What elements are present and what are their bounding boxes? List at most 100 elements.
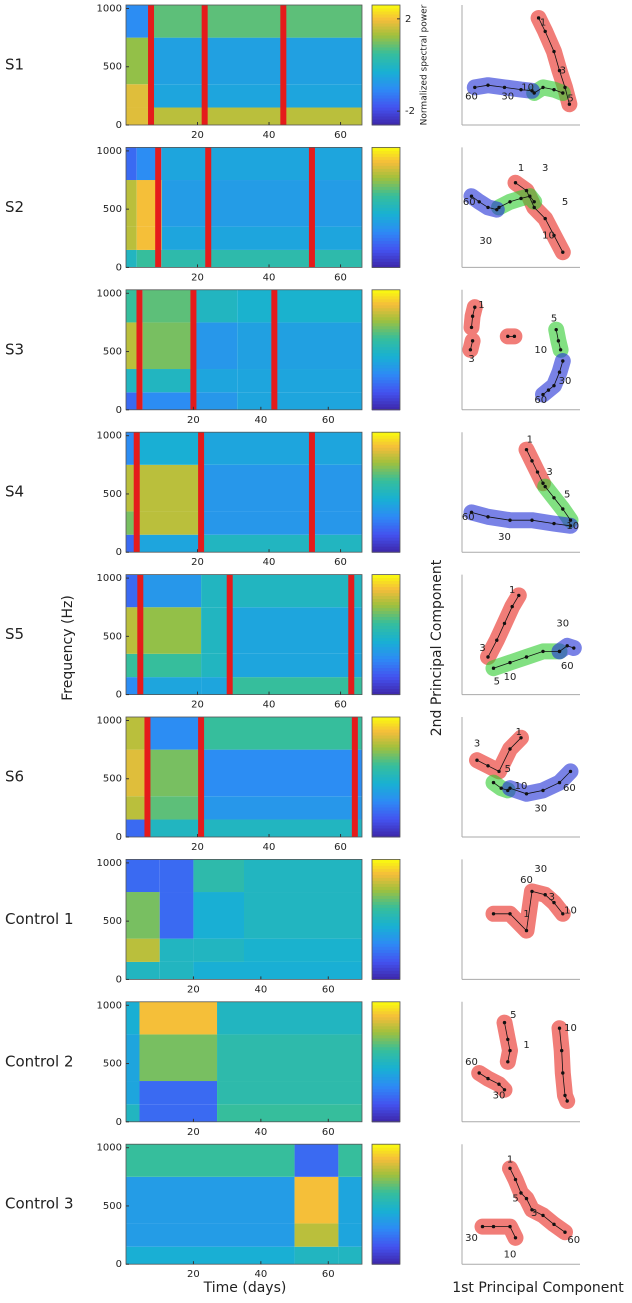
point-annotation: 3 — [546, 467, 552, 478]
trajectory-point — [502, 1088, 507, 1092]
colorbar-slice — [372, 807, 400, 811]
trajectory-point — [546, 388, 551, 392]
trajectory-point — [470, 339, 475, 343]
colorbar-slice — [372, 370, 400, 375]
trajectory-point — [519, 196, 523, 201]
trajectory-point — [558, 348, 563, 352]
trajectory-point — [486, 655, 490, 659]
point-annotation: 30 — [534, 803, 547, 814]
colorbar-slice — [372, 337, 400, 342]
colorbar-slice — [372, 862, 400, 866]
heatmap-cell — [126, 859, 160, 893]
heatmap-cell — [201, 653, 230, 678]
colorbar-slice — [372, 619, 400, 624]
plot-frame — [125, 716, 363, 838]
colorbar-slice — [372, 877, 400, 881]
point-annotation: 30 — [465, 1233, 478, 1244]
colorbar-slice — [372, 331, 400, 336]
heatmap-cell — [161, 226, 362, 250]
colorbar-slice — [372, 810, 400, 814]
colorbar-slice — [372, 964, 400, 968]
point-annotation: 5 — [551, 313, 557, 324]
point-annotation: 10 — [564, 905, 577, 916]
colorbar-slice — [372, 5, 400, 9]
colorbar-slice — [372, 44, 400, 48]
trajectory-point — [557, 1026, 562, 1030]
heatmap-cell — [244, 961, 362, 980]
colorbar-slice — [372, 379, 400, 384]
point-annotation: 60 — [465, 91, 478, 102]
x-axis-label: Time (days) — [203, 1280, 287, 1296]
colorbar-slice — [372, 447, 400, 451]
trajectory-point — [513, 1177, 518, 1182]
event-bar — [136, 289, 143, 410]
colorbar-slice — [372, 685, 400, 690]
trajectory-point — [561, 359, 565, 363]
heatmap-cell — [142, 392, 194, 410]
colorbar-slice — [372, 1159, 400, 1163]
colorbar-slice — [372, 89, 400, 93]
x-tick-label: 40 — [254, 1127, 267, 1138]
trajectory-point — [502, 1020, 507, 1025]
trajectory-point — [513, 1236, 518, 1240]
colorbar-slice — [372, 8, 400, 12]
heatmap-cell — [126, 749, 148, 797]
colorbar-slice — [372, 1040, 400, 1045]
colorbar-slice — [372, 883, 400, 887]
colorbar-slice — [372, 786, 400, 790]
colorbar-slice — [372, 471, 400, 475]
trajectory-point — [519, 736, 523, 740]
point-annotation: 5 — [567, 94, 573, 105]
heatmap-cell — [147, 749, 202, 797]
colorbar-slice — [372, 589, 400, 594]
row-label: S5 — [5, 625, 24, 643]
colorbar-slice — [372, 795, 400, 799]
y-tick-label: 0 — [116, 1259, 122, 1270]
x-tick-label: 40 — [263, 130, 276, 141]
point-cloud — [469, 729, 529, 780]
colorbar-slice — [372, 207, 400, 211]
colorbar-slice — [372, 367, 400, 372]
trajectory-point — [543, 484, 547, 489]
colorbar-slice — [372, 450, 400, 454]
point-annotation: 30 — [559, 376, 572, 387]
colorbar-slice — [372, 901, 400, 905]
plot-frame — [125, 859, 363, 980]
colorbar-slice — [372, 1216, 400, 1220]
y-tick-label: 1000 — [97, 288, 122, 299]
colorbar-slice — [372, 228, 400, 232]
colorbar-slice — [372, 643, 400, 648]
colorbar-slice — [372, 1144, 400, 1148]
colorbar-slice — [372, 174, 400, 178]
colorbar-slice — [372, 943, 400, 947]
trajectory-point — [552, 521, 556, 526]
heatmap-cell — [126, 574, 141, 608]
colorbar-slice — [372, 625, 400, 630]
trajectory-point — [508, 786, 512, 790]
colorbar-slice — [372, 1079, 400, 1084]
heatmap-cell — [136, 432, 202, 465]
trajectory-point — [524, 655, 529, 659]
heatmap-cell — [161, 249, 362, 268]
trajectory-point — [491, 1224, 496, 1229]
trajectory-point — [541, 481, 545, 485]
colorbar-slice — [372, 462, 400, 466]
colorbar-slice — [372, 246, 400, 250]
colorbar-slice — [372, 501, 400, 505]
point-annotation: 5 — [564, 489, 570, 500]
colorbar-slice — [372, 898, 400, 902]
point-annotation: 1 — [540, 17, 546, 28]
plot-frame — [125, 289, 363, 411]
trajectory-point — [499, 786, 503, 790]
colorbar-slice — [372, 949, 400, 953]
colorbar-slice — [372, 868, 400, 872]
heatmap-cell — [126, 84, 152, 108]
colorbar-slice — [372, 349, 400, 354]
heatmap-cell — [237, 392, 362, 410]
colorbar-slice — [372, 1168, 400, 1172]
heatmap-cell — [201, 574, 230, 608]
colorbar-frame — [371, 146, 401, 268]
y-tick-label: 0 — [116, 262, 122, 273]
colorbar-slice — [372, 313, 400, 318]
trajectory-line — [526, 449, 544, 484]
